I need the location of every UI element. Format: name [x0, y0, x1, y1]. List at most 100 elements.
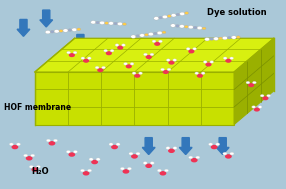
Circle shape — [188, 26, 193, 29]
Circle shape — [154, 42, 160, 46]
Circle shape — [208, 143, 213, 146]
Circle shape — [31, 154, 35, 157]
Circle shape — [36, 165, 40, 168]
Circle shape — [170, 24, 176, 27]
Circle shape — [53, 139, 57, 142]
Circle shape — [262, 96, 269, 100]
Circle shape — [95, 66, 99, 69]
Circle shape — [167, 68, 171, 71]
Circle shape — [73, 150, 78, 153]
Circle shape — [83, 59, 89, 63]
FancyArrow shape — [142, 138, 155, 155]
Circle shape — [197, 74, 203, 78]
Circle shape — [168, 60, 174, 65]
Circle shape — [205, 62, 212, 67]
Circle shape — [210, 61, 214, 63]
Circle shape — [100, 21, 105, 25]
Circle shape — [166, 147, 170, 149]
Circle shape — [176, 13, 180, 16]
Circle shape — [106, 51, 112, 55]
Circle shape — [77, 28, 81, 31]
Circle shape — [236, 36, 240, 38]
Circle shape — [254, 107, 260, 112]
Circle shape — [72, 28, 77, 31]
Circle shape — [144, 33, 148, 36]
Text: HOF membrane: HOF membrane — [3, 103, 71, 112]
Circle shape — [9, 143, 13, 146]
Circle shape — [163, 70, 169, 74]
Circle shape — [54, 30, 59, 33]
Circle shape — [83, 171, 90, 176]
Circle shape — [59, 30, 63, 32]
Circle shape — [173, 147, 177, 149]
Circle shape — [189, 156, 193, 159]
Circle shape — [96, 21, 100, 24]
Circle shape — [111, 145, 118, 149]
Polygon shape — [35, 72, 234, 125]
Circle shape — [91, 160, 98, 164]
Circle shape — [253, 81, 256, 84]
Circle shape — [191, 158, 198, 162]
Circle shape — [105, 22, 109, 24]
Circle shape — [117, 46, 123, 50]
Circle shape — [68, 29, 72, 31]
Circle shape — [124, 63, 128, 65]
Circle shape — [260, 94, 264, 97]
Circle shape — [130, 63, 134, 65]
Circle shape — [146, 55, 152, 59]
Circle shape — [158, 40, 162, 43]
FancyArrow shape — [17, 19, 30, 36]
Circle shape — [184, 26, 188, 28]
Circle shape — [132, 72, 136, 74]
Circle shape — [118, 22, 122, 26]
Circle shape — [160, 171, 166, 176]
Circle shape — [150, 53, 154, 56]
Circle shape — [91, 21, 96, 24]
Circle shape — [127, 167, 132, 170]
Circle shape — [116, 143, 120, 146]
Circle shape — [231, 36, 236, 39]
Circle shape — [188, 49, 194, 53]
Circle shape — [122, 23, 126, 25]
Circle shape — [31, 167, 38, 172]
Circle shape — [186, 48, 190, 50]
Circle shape — [136, 152, 140, 155]
Circle shape — [29, 165, 33, 168]
Circle shape — [102, 66, 106, 69]
Circle shape — [81, 169, 85, 172]
Polygon shape — [234, 38, 274, 125]
Circle shape — [230, 57, 233, 59]
Circle shape — [202, 27, 206, 30]
Circle shape — [23, 154, 28, 157]
Circle shape — [150, 162, 154, 164]
Circle shape — [173, 59, 176, 61]
Circle shape — [258, 106, 262, 108]
Circle shape — [126, 64, 132, 68]
Circle shape — [252, 106, 255, 108]
Text: H₂O: H₂O — [32, 167, 49, 176]
Circle shape — [144, 53, 147, 56]
Circle shape — [145, 163, 152, 168]
Circle shape — [96, 158, 100, 161]
Circle shape — [115, 44, 119, 46]
Circle shape — [167, 15, 171, 17]
Circle shape — [104, 50, 108, 52]
Circle shape — [89, 158, 93, 161]
Circle shape — [122, 169, 129, 174]
Circle shape — [152, 40, 156, 43]
Circle shape — [66, 150, 70, 153]
Circle shape — [81, 57, 85, 59]
Circle shape — [68, 152, 75, 157]
Circle shape — [166, 59, 170, 61]
Circle shape — [157, 169, 162, 172]
Circle shape — [143, 162, 147, 164]
Circle shape — [210, 38, 214, 40]
Circle shape — [26, 156, 33, 160]
Circle shape — [227, 36, 231, 39]
Circle shape — [180, 12, 185, 15]
Circle shape — [223, 57, 227, 59]
Text: Dye solution: Dye solution — [207, 8, 267, 17]
Circle shape — [46, 139, 50, 142]
Circle shape — [197, 26, 202, 30]
Circle shape — [50, 30, 54, 33]
